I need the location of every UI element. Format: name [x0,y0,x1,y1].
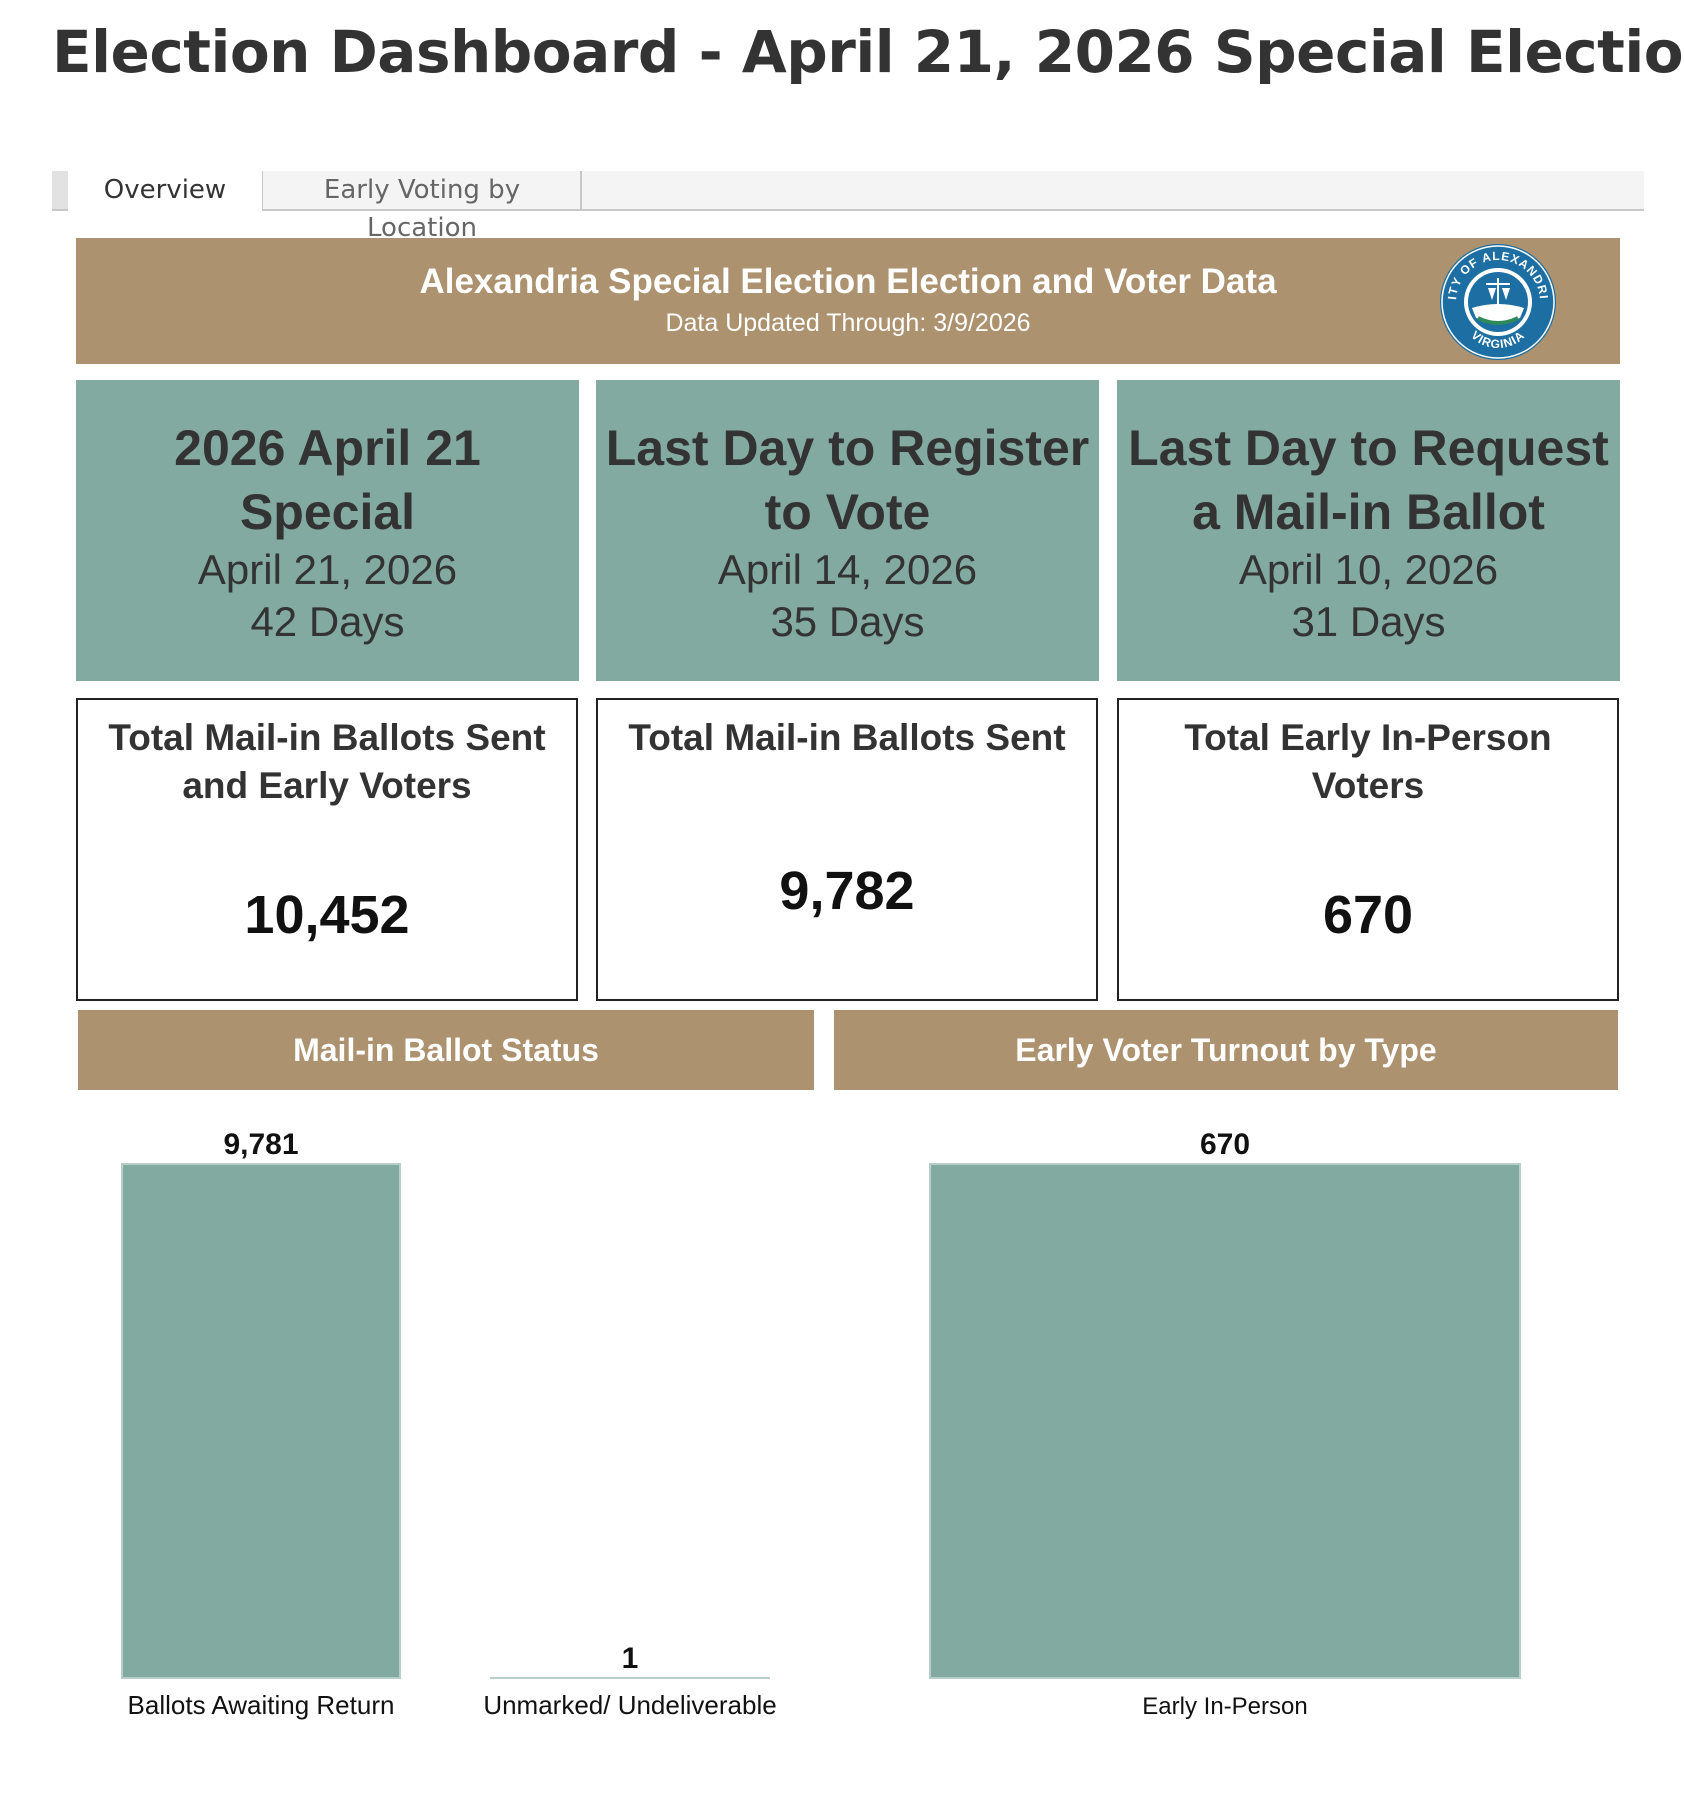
stat-value: 670 [1322,885,1414,945]
tab-bar-stub [52,171,68,209]
countdown-card-mail-request: Last Day to Request a Mail-in Ballot Apr… [1117,380,1620,681]
stat-total-mail-sent: Total Mail-in Ballots Sent 9,782 [596,698,1098,1001]
card-days: 35 Days [770,598,925,645]
card-heading-line2: a Mail-in Ballot [1192,484,1545,540]
data-label-0-0: 9,781 [223,1128,298,1161]
bar-1-0[interactable] [929,1163,1521,1679]
stat-value: 10,452 [244,885,410,945]
category-label-0-1: Unmarked/ Undeliverable [483,1690,776,1720]
card-date: April 14, 2026 [717,546,978,593]
data-label-0-1: 1 [622,1642,639,1675]
card-heading-line1: 2026 April 21 [174,420,481,476]
category-label-0-0: Ballots Awaiting Return [128,1690,395,1720]
tab-overview[interactable]: Overview [68,171,263,211]
data-label-1-0: 670 [1200,1128,1250,1161]
card-date: April 10, 2026 [1238,546,1499,593]
card-days: 31 Days [1291,598,1446,645]
city-seal-logo: CITY OF ALEXANDRIA VIRGINIA [1438,242,1556,360]
card-date: April 21, 2026 [197,546,458,593]
section-header-mail-status: Mail-in Ballot Status [78,1010,814,1090]
stat-label-line2: and Early Voters [182,765,472,806]
card-days: 42 Days [250,598,405,645]
bar-0-0[interactable] [121,1163,401,1679]
tab-bar: Overview Early Voting by Location [52,171,1644,243]
header-banner: Alexandria Special Election Election and… [76,238,1620,364]
stat-label-line1: Total Mail-in Ballots Sent [628,717,1066,758]
page-title: Election Dashboard - April 21, 2026 Spec… [52,18,1684,86]
card-heading-line1: Last Day to Request [1128,420,1609,476]
stat-total-mail-and-early: Total Mail-in Ballots Sent and Early Vot… [76,698,578,1001]
countdown-card-register: Last Day to Register to Vote April 14, 2… [596,380,1099,681]
section-header-early-turnout: Early Voter Turnout by Type [834,1010,1618,1090]
stat-label-line1: Total Mail-in Ballots Sent [108,717,546,758]
seal-bottom-text: VIRGINIA [1468,328,1527,351]
banner-subtitle: Data Updated Through: 3/9/2026 [665,309,1031,337]
card-heading-line2: Special [239,484,416,540]
card-heading-line1: Last Day to Register [605,420,1090,476]
category-label-1-0: Early In-Person [1142,1693,1307,1720]
stat-value: 9,782 [779,861,915,921]
stat-total-early-in-person: Total Early In-Person Voters 670 [1117,698,1619,1001]
stat-label-line1: Total Early In-Person [1184,717,1552,758]
tab-early-voting-by-location[interactable]: Early Voting by Location [264,171,582,243]
banner-title: Alexandria Special Election Election and… [419,262,1277,301]
card-heading-line2: to Vote [764,484,931,540]
stat-label-line2: Voters [1311,765,1425,806]
countdown-card-election-day: 2026 April 21 Special April 21, 2026 42 … [76,380,579,681]
